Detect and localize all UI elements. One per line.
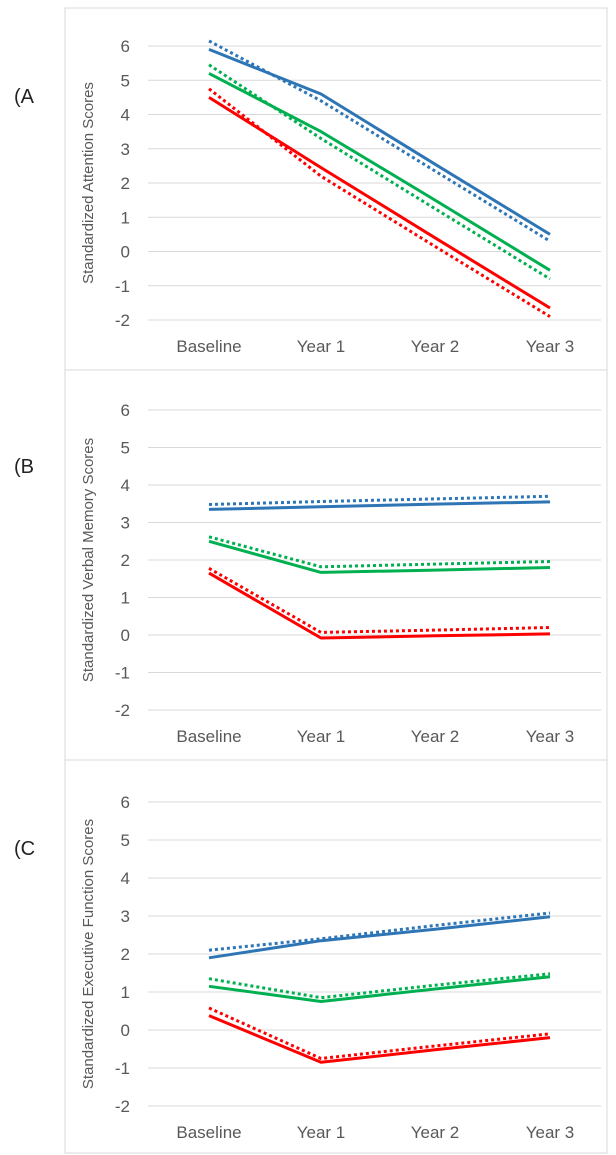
y-tick-label-c-2: 4: [121, 869, 130, 888]
y-axis-label-c: Standardized Executive Function Scores: [80, 819, 97, 1089]
x-tick-label-a-1: Year 1: [297, 337, 346, 356]
y-tick-label-b-7: -1: [115, 664, 130, 683]
y-tick-label-c-6: 0: [121, 1021, 130, 1040]
chart-frame-a: [64, 7, 608, 371]
panel-b-label: (B: [14, 456, 34, 478]
y-tick-label-c-8: -2: [115, 1097, 130, 1116]
y-tick-label-b-8: -2: [115, 701, 130, 720]
y-tick-label-a-4: 2: [121, 174, 130, 193]
series-line-b-green-solid: [208, 539, 551, 574]
x-tick-label-b-0: Baseline: [176, 727, 241, 746]
y-tick-label-a-3: 3: [121, 140, 130, 159]
y-tick-label-a-2: 4: [121, 106, 130, 125]
x-tick-label-c-1: Year 1: [297, 1123, 346, 1142]
y-tick-label-a-0: 6: [121, 37, 130, 56]
y-axis-label-b: Standardized Verbal Memory Scores: [80, 438, 97, 682]
chart-panel-b: 6 5 4 3 2 1 0 -1 -2 Baseline Year 1 Year 2 Year 3 Sta…: [64, 369, 608, 761]
panel-c-label: (C: [14, 838, 36, 860]
y-tick-label-b-4: 2: [121, 551, 130, 570]
y-axis-label-a: Standardized Attention Scores: [80, 82, 97, 284]
y-tick-label-c-3: 3: [121, 907, 130, 926]
x-tick-label-a-2: Year 2: [411, 337, 460, 356]
chart-panel-a: 6 5 4 3 2 1 0 -1 -2 Baseline Year 1 Year 2 Year 3 Sta…: [64, 7, 608, 371]
y-tick-label-a-5: 1: [121, 208, 130, 227]
x-tick-label-a-0: Baseline: [176, 337, 241, 356]
series-line-b-blue-dotted: [208, 494, 551, 506]
series-line-b-red-solid: [208, 571, 551, 640]
y-tick-label-b-0: 6: [121, 401, 130, 420]
series-line-c-red-dotted: [208, 1006, 551, 1060]
panel-a-label: (A: [14, 86, 34, 108]
series-line-a-blue-dotted: [208, 39, 551, 243]
y-tick-label-c-7: -1: [115, 1059, 130, 1078]
x-tick-label-c-2: Year 2: [411, 1123, 460, 1142]
y-tick-label-b-5: 1: [121, 589, 130, 608]
y-tick-label-c-5: 1: [121, 983, 130, 1002]
y-tick-label-b-6: 0: [121, 626, 130, 645]
chart-frame-c: [64, 759, 608, 1154]
series-line-c-blue-dotted: [208, 911, 551, 952]
y-tick-label-b-2: 4: [121, 476, 130, 495]
series-line-b-blue-solid: [208, 500, 551, 511]
series-line-a-red-solid: [208, 96, 551, 310]
series-line-c-green-dotted: [208, 972, 551, 1000]
y-tick-label-a-1: 5: [121, 71, 130, 90]
x-tick-label-b-1: Year 1: [297, 727, 346, 746]
y-tick-label-c-1: 5: [121, 831, 130, 850]
series-line-c-green-solid: [208, 975, 551, 1003]
x-tick-label-a-3: Year 3: [526, 337, 575, 356]
chart-frame-b: [64, 369, 608, 761]
y-tick-label-b-1: 5: [121, 439, 130, 458]
series-line-a-red-dotted: [208, 87, 551, 318]
series-line-c-blue-solid: [208, 915, 551, 960]
x-tick-label-b-2: Year 2: [411, 727, 460, 746]
y-tick-label-a-6: 0: [121, 243, 130, 262]
x-tick-label-b-3: Year 3: [526, 727, 575, 746]
x-tick-label-c-3: Year 3: [526, 1123, 575, 1142]
y-tick-label-c-0: 6: [121, 793, 130, 812]
y-tick-label-b-3: 3: [121, 514, 130, 533]
series-line-a-blue-solid: [208, 48, 551, 236]
series-line-b-red-dotted: [208, 566, 551, 634]
y-tick-label-a-8: -2: [115, 311, 130, 330]
chart-panel-c: 6 5 4 3 2 1 0 -1 -2 Baseline Year 1 Year 2 Year 3 Sta…: [64, 759, 608, 1154]
series-line-c-red-solid: [208, 1014, 551, 1064]
series-line-b-green-dotted: [208, 535, 551, 569]
series-line-a-green-dotted: [208, 63, 551, 281]
y-tick-label-a-7: -1: [115, 277, 130, 296]
x-tick-label-c-0: Baseline: [176, 1123, 241, 1142]
series-line-a-green-solid: [208, 72, 551, 272]
y-tick-label-c-4: 2: [121, 945, 130, 964]
